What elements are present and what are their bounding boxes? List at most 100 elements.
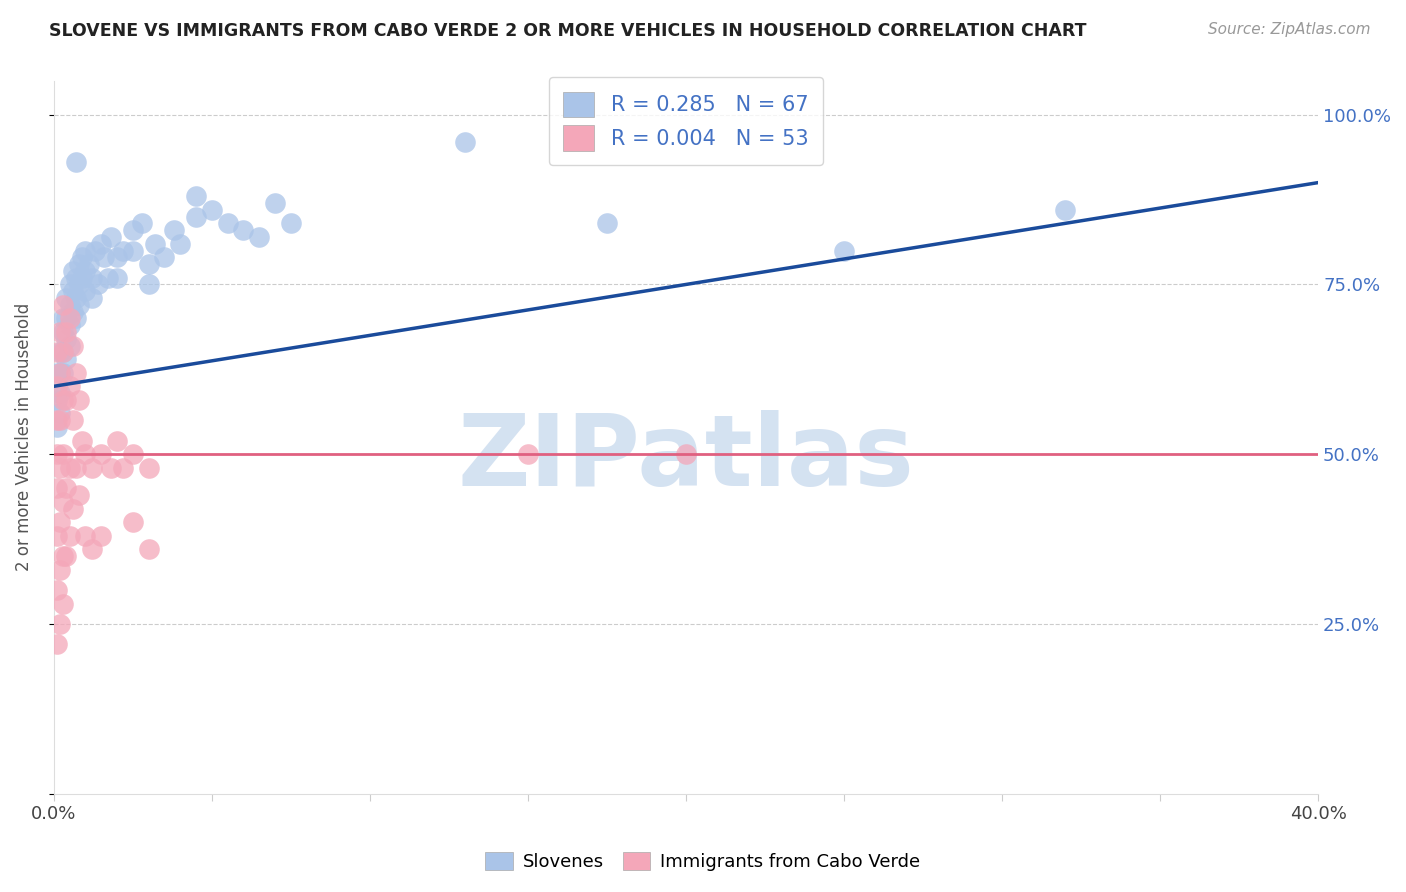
Point [46, 582, 69, 597]
Text: ZIPatlas: ZIPatlas [457, 410, 914, 508]
Point [49, 366, 72, 380]
Point [62, 264, 84, 278]
Point [138, 460, 160, 475]
Text: SLOVENE VS IMMIGRANTS FROM CABO VERDE 2 OR MORE VEHICLES IN HOUSEHOLD CORRELATIO: SLOVENE VS IMMIGRANTS FROM CABO VERDE 2 … [49, 22, 1087, 40]
Point [100, 230, 122, 244]
Point [52, 447, 75, 461]
Point [217, 216, 239, 230]
Point [59, 277, 82, 292]
Point [67, 488, 90, 502]
Point [62, 413, 84, 427]
Point [59, 311, 82, 326]
Point [105, 434, 128, 448]
Point [49, 325, 72, 339]
Point [62, 304, 84, 318]
Point [138, 542, 160, 557]
Point [52, 345, 75, 359]
Point [87, 277, 110, 292]
Point [67, 257, 90, 271]
Point [516, 447, 538, 461]
Point [55, 311, 77, 326]
Point [675, 447, 697, 461]
Point [75, 447, 97, 461]
Point [59, 529, 82, 543]
Point [121, 244, 143, 258]
Point [62, 285, 84, 299]
Point [596, 216, 619, 230]
Point [59, 298, 82, 312]
Point [67, 277, 90, 292]
Point [97, 270, 120, 285]
Point [264, 196, 287, 211]
Point [153, 250, 176, 264]
Point [52, 345, 75, 359]
Point [77, 257, 100, 271]
Point [72, 434, 94, 448]
Point [52, 392, 75, 407]
Point [46, 481, 69, 495]
Point [55, 332, 77, 346]
Point [72, 270, 94, 285]
Point [46, 637, 69, 651]
Point [52, 494, 75, 508]
Point [55, 352, 77, 367]
Point [75, 285, 97, 299]
Point [138, 257, 160, 271]
Point [80, 291, 103, 305]
Point [46, 366, 69, 380]
Point [163, 223, 186, 237]
Y-axis label: 2 or more Vehicles in Household: 2 or more Vehicles in Household [15, 303, 32, 572]
Point [59, 460, 82, 475]
Point [52, 597, 75, 611]
Point [454, 135, 477, 149]
Point [112, 244, 135, 258]
Point [121, 223, 143, 237]
Point [247, 230, 270, 244]
Point [46, 420, 69, 434]
Point [46, 379, 69, 393]
Point [90, 529, 112, 543]
Point [49, 563, 72, 577]
Point [67, 298, 90, 312]
Point [49, 407, 72, 421]
Point [55, 392, 77, 407]
Point [55, 325, 77, 339]
Point [93, 250, 115, 264]
Legend: R = 0.285   N = 67, R = 0.004   N = 53: R = 0.285 N = 67, R = 0.004 N = 53 [548, 77, 824, 165]
Point [72, 250, 94, 264]
Point [49, 616, 72, 631]
Point [52, 549, 75, 563]
Point [62, 501, 84, 516]
Point [80, 270, 103, 285]
Point [100, 460, 122, 475]
Point [65, 460, 87, 475]
Point [55, 481, 77, 495]
Point [184, 210, 207, 224]
Point [52, 366, 75, 380]
Point [75, 529, 97, 543]
Point [143, 236, 166, 251]
Point [201, 202, 224, 217]
Point [52, 298, 75, 312]
Point [90, 447, 112, 461]
Point [84, 244, 107, 258]
Point [80, 542, 103, 557]
Point [49, 345, 72, 359]
Point [52, 325, 75, 339]
Point [46, 447, 69, 461]
Point [49, 460, 72, 475]
Point [75, 244, 97, 258]
Point [105, 270, 128, 285]
Legend: Slovenes, Immigrants from Cabo Verde: Slovenes, Immigrants from Cabo Verde [478, 845, 928, 879]
Point [138, 277, 160, 292]
Point [46, 413, 69, 427]
Point [59, 379, 82, 393]
Point [65, 366, 87, 380]
Point [49, 386, 72, 401]
Point [90, 236, 112, 251]
Point [75, 264, 97, 278]
Point [65, 270, 87, 285]
Point [49, 413, 72, 427]
Point [65, 311, 87, 326]
Point [46, 392, 69, 407]
